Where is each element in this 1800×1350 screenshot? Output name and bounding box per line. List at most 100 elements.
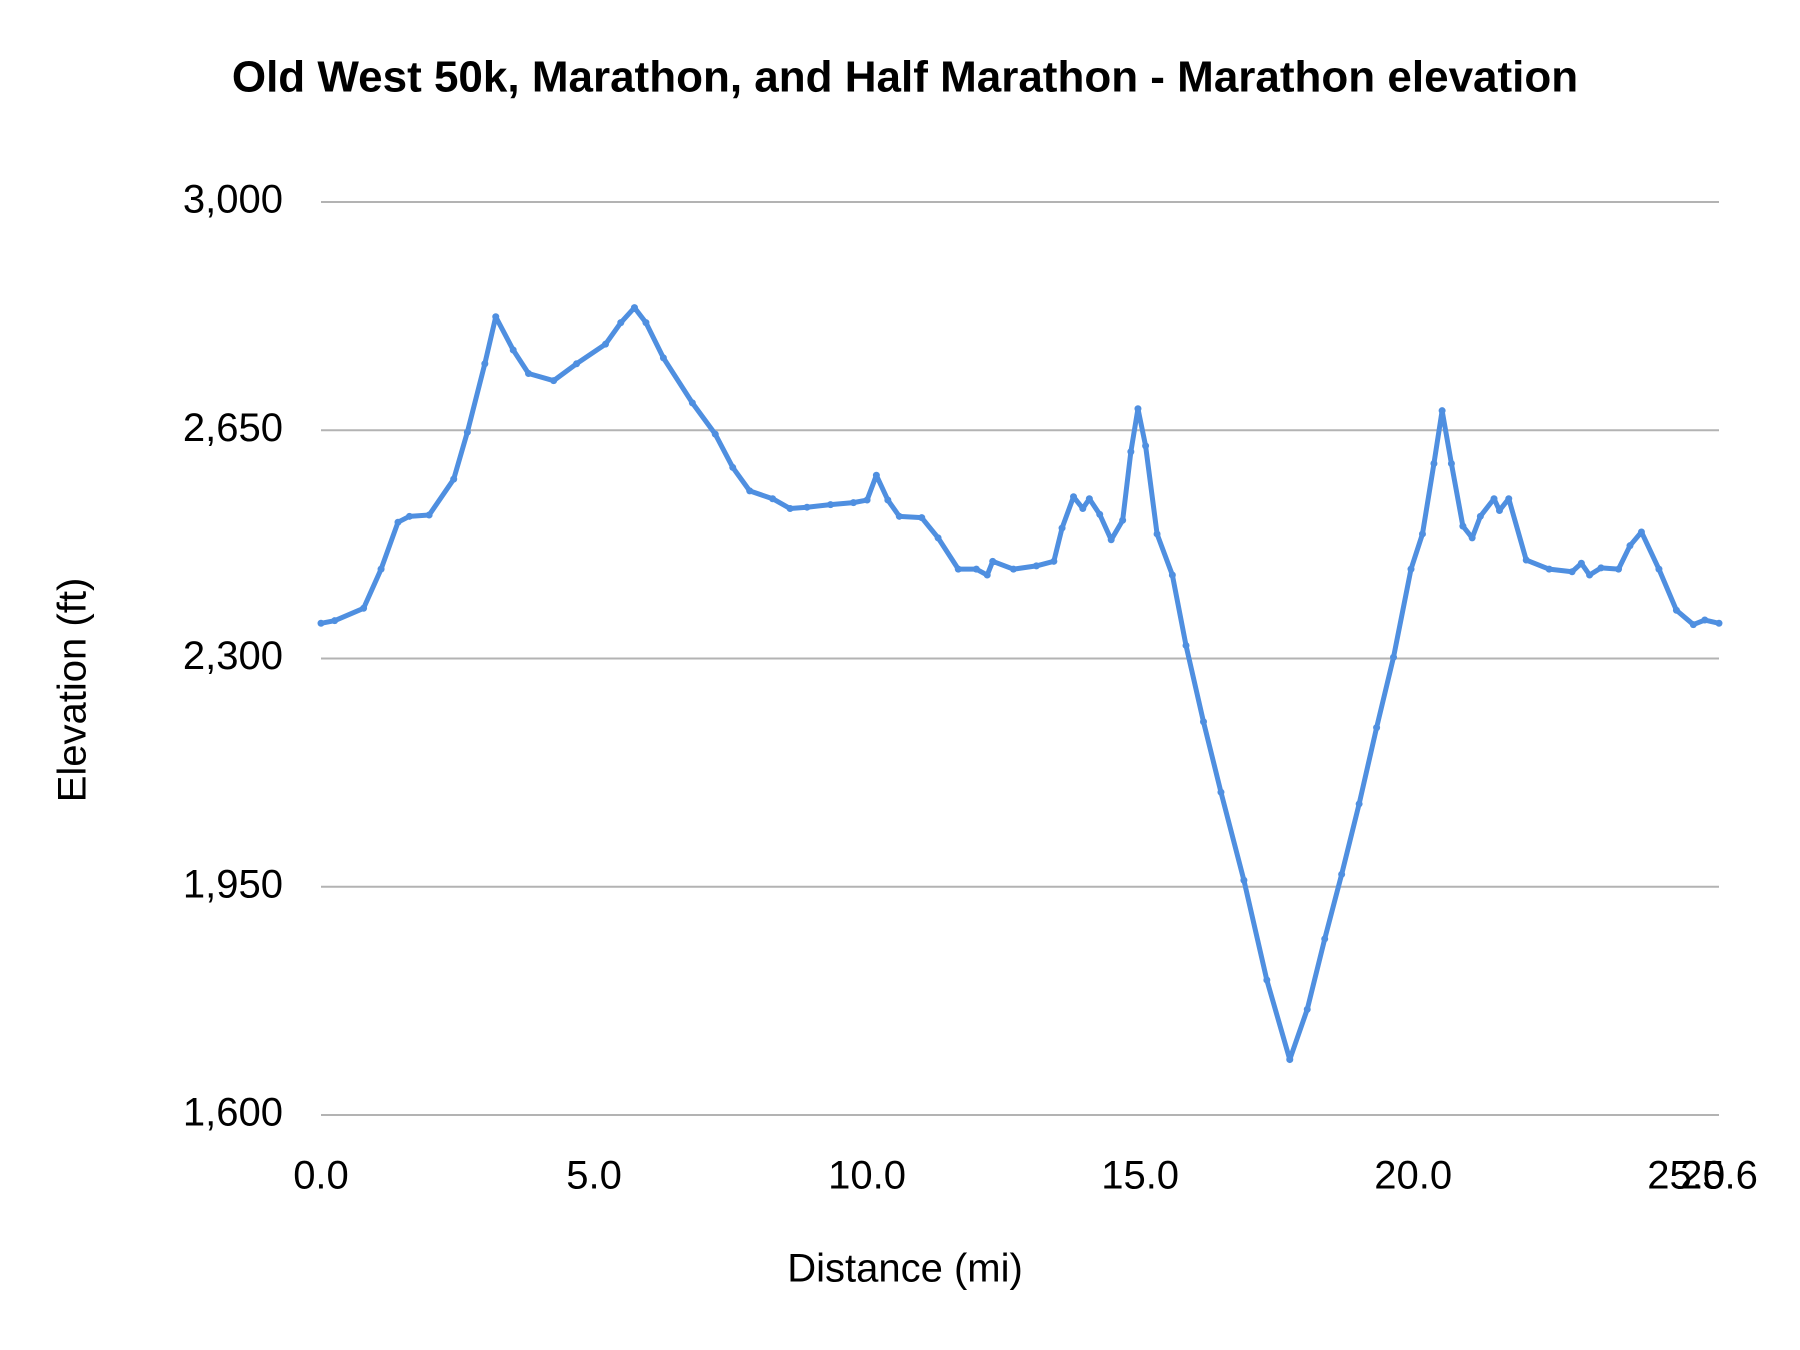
point (1586, 571, 1594, 579)
point (1153, 530, 1161, 538)
y-tick-label: 1,600 (183, 1091, 283, 1135)
point (1438, 407, 1446, 415)
point (729, 463, 737, 471)
point (509, 346, 517, 354)
point (492, 313, 500, 321)
point (1127, 448, 1135, 456)
point (1182, 641, 1190, 649)
point (1568, 568, 1576, 576)
point (954, 565, 962, 573)
point (1577, 559, 1585, 567)
point (1672, 606, 1680, 614)
point (849, 499, 857, 507)
point (1142, 442, 1150, 450)
point (1119, 516, 1127, 524)
point (1476, 512, 1484, 520)
point (1070, 493, 1078, 501)
point (550, 377, 558, 385)
point (769, 495, 777, 503)
point (573, 360, 581, 368)
point (918, 514, 926, 522)
point (786, 505, 794, 513)
point (642, 319, 650, 327)
point (659, 354, 667, 362)
point (1079, 505, 1087, 513)
point (1637, 528, 1645, 536)
point (1597, 564, 1605, 572)
point (1545, 565, 1553, 573)
point (360, 604, 368, 612)
point (481, 360, 489, 368)
point (1263, 976, 1271, 984)
point (1009, 565, 1017, 573)
point (1058, 524, 1066, 532)
point (972, 565, 980, 573)
point (394, 518, 402, 526)
point (1390, 653, 1398, 661)
point (1373, 724, 1381, 732)
point (405, 512, 413, 520)
point (1615, 565, 1623, 573)
point (863, 496, 871, 504)
x-tick-label: 0.0 (293, 1154, 349, 1198)
y-tick-label: 3,000 (183, 178, 283, 222)
point (1050, 557, 1058, 565)
point (1505, 495, 1513, 503)
x-tick-label: 10.0 (828, 1154, 906, 1198)
x-tick-label: 20.0 (1374, 1154, 1452, 1198)
point (1418, 530, 1426, 538)
point (1655, 565, 1663, 573)
point (1490, 495, 1498, 503)
point (1715, 619, 1723, 627)
point (1240, 876, 1248, 884)
point (989, 557, 997, 565)
point (895, 512, 903, 520)
point (1430, 460, 1438, 468)
point (1355, 800, 1363, 808)
y-tick-label: 2,650 (183, 406, 283, 450)
point (1701, 616, 1709, 624)
point (1303, 1005, 1311, 1013)
point (1522, 556, 1530, 564)
point (602, 340, 610, 348)
point (1689, 621, 1697, 629)
point (463, 428, 471, 436)
point (525, 370, 533, 378)
point (450, 475, 458, 483)
x-tick-label: 25.6 (1680, 1154, 1758, 1198)
y-tick-label: 1,950 (183, 862, 283, 906)
point (1217, 788, 1225, 796)
point (872, 471, 880, 479)
point (934, 534, 942, 542)
y-axis-title: Elevation (ft) (51, 578, 95, 803)
point (711, 430, 719, 438)
point (1459, 522, 1467, 530)
x-tick-label: 5.0 (566, 1154, 622, 1198)
point (746, 487, 754, 495)
elevation-line (320, 305, 1720, 1063)
point (803, 503, 811, 511)
point (1199, 718, 1207, 726)
point (1286, 1056, 1294, 1064)
x-tick-label: 15.0 (1101, 1154, 1179, 1198)
point (425, 511, 433, 519)
point (827, 501, 835, 509)
point (1168, 571, 1176, 579)
point (377, 565, 385, 573)
point (331, 617, 339, 625)
point (1407, 565, 1415, 573)
chart-title: Old West 50k, Marathon, and Half Maratho… (232, 53, 1578, 102)
point (1338, 870, 1346, 878)
point (688, 399, 696, 407)
point (1495, 506, 1503, 514)
point (1321, 935, 1329, 943)
point (1626, 542, 1634, 550)
x-tick-label: 25.0 (1647, 1154, 1725, 1198)
point (1134, 405, 1142, 413)
point (884, 496, 892, 504)
point (1468, 534, 1476, 542)
point (983, 571, 991, 579)
x-axis-title: Distance (mi) (787, 1247, 1023, 1291)
